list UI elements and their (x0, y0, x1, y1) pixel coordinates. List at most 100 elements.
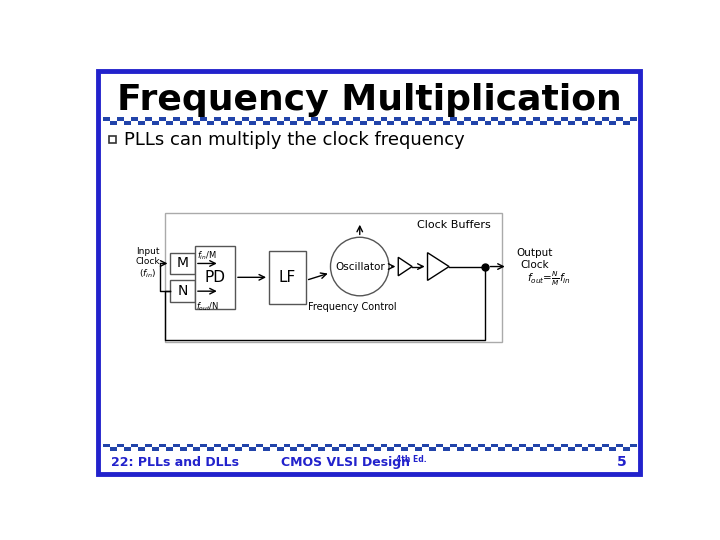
Bar (436, 121, 443, 125)
Bar (152, 121, 159, 125)
Bar (540, 444, 547, 448)
Bar (339, 117, 346, 121)
Bar (194, 117, 200, 121)
Bar (623, 444, 630, 448)
Bar (138, 121, 145, 125)
Bar (186, 444, 194, 448)
Bar (540, 121, 547, 125)
Bar (117, 121, 124, 125)
Bar (374, 117, 381, 121)
Bar (505, 117, 512, 121)
Bar (609, 444, 616, 448)
Bar (492, 448, 498, 451)
Bar (401, 121, 408, 125)
Bar (166, 117, 173, 121)
Bar (186, 117, 194, 121)
Bar (561, 117, 567, 121)
Bar (318, 448, 325, 451)
Bar (567, 448, 575, 451)
Bar (588, 444, 595, 448)
Bar (395, 448, 401, 451)
Bar (436, 117, 443, 121)
Text: $f_{out}$=$\frac{N}{M}$$f_{in}$: $f_{out}$=$\frac{N}{M}$$f_{in}$ (527, 269, 571, 288)
Bar (477, 121, 485, 125)
Bar (492, 121, 498, 125)
Text: N: N (177, 284, 188, 298)
Bar (109, 137, 116, 143)
Text: LF: LF (279, 270, 296, 285)
Bar (512, 117, 519, 121)
Bar (609, 121, 616, 125)
Bar (595, 121, 603, 125)
Bar (339, 121, 346, 125)
Bar (464, 448, 471, 451)
Bar (318, 117, 325, 121)
Text: PLLs can multiply the clock frequency: PLLs can multiply the clock frequency (124, 131, 465, 149)
Bar (270, 444, 276, 448)
Bar (498, 117, 505, 121)
Bar (429, 121, 436, 125)
Bar (505, 444, 512, 448)
Bar (138, 448, 145, 451)
Bar (104, 444, 110, 448)
Bar (215, 444, 221, 448)
Bar (547, 121, 554, 125)
Text: Input
Clock
($f_{in}$): Input Clock ($f_{in}$) (135, 247, 161, 280)
Bar (533, 448, 540, 451)
Bar (166, 448, 173, 451)
Bar (374, 448, 381, 451)
Bar (582, 121, 588, 125)
Bar (381, 444, 387, 448)
Bar (360, 121, 366, 125)
Bar (353, 117, 360, 121)
Bar (173, 448, 179, 451)
Bar (228, 444, 235, 448)
Bar (228, 448, 235, 451)
Bar (200, 121, 207, 125)
Bar (179, 444, 186, 448)
Bar (471, 117, 477, 121)
Bar (200, 444, 207, 448)
Bar (609, 117, 616, 121)
Bar (221, 117, 228, 121)
Bar (270, 117, 276, 121)
Bar (159, 444, 166, 448)
Bar (305, 448, 311, 451)
Bar (381, 117, 387, 121)
Bar (408, 117, 415, 121)
Bar (526, 117, 533, 121)
Bar (179, 448, 186, 451)
Bar (159, 448, 166, 451)
Bar (284, 444, 290, 448)
Bar (547, 117, 554, 121)
Bar (332, 448, 339, 451)
Bar (366, 448, 374, 451)
Bar (104, 448, 110, 451)
Bar (215, 121, 221, 125)
Bar (194, 121, 200, 125)
Bar (366, 444, 374, 448)
Bar (471, 121, 477, 125)
Bar (477, 117, 485, 121)
Bar (519, 448, 526, 451)
Bar (200, 117, 207, 121)
Bar (464, 444, 471, 448)
Bar (471, 444, 477, 448)
Text: $f_{out}$/N: $f_{out}$/N (196, 300, 219, 313)
Bar (256, 448, 263, 451)
Bar (124, 444, 131, 448)
Bar (603, 121, 609, 125)
Bar (186, 448, 194, 451)
Bar (387, 444, 395, 448)
Bar (124, 117, 131, 121)
Bar (526, 444, 533, 448)
Bar (582, 444, 588, 448)
Bar (276, 117, 284, 121)
Bar (228, 121, 235, 125)
Bar (443, 121, 450, 125)
Bar (575, 121, 582, 125)
Bar (554, 444, 561, 448)
Bar (305, 444, 311, 448)
Bar (498, 444, 505, 448)
Bar (110, 117, 117, 121)
